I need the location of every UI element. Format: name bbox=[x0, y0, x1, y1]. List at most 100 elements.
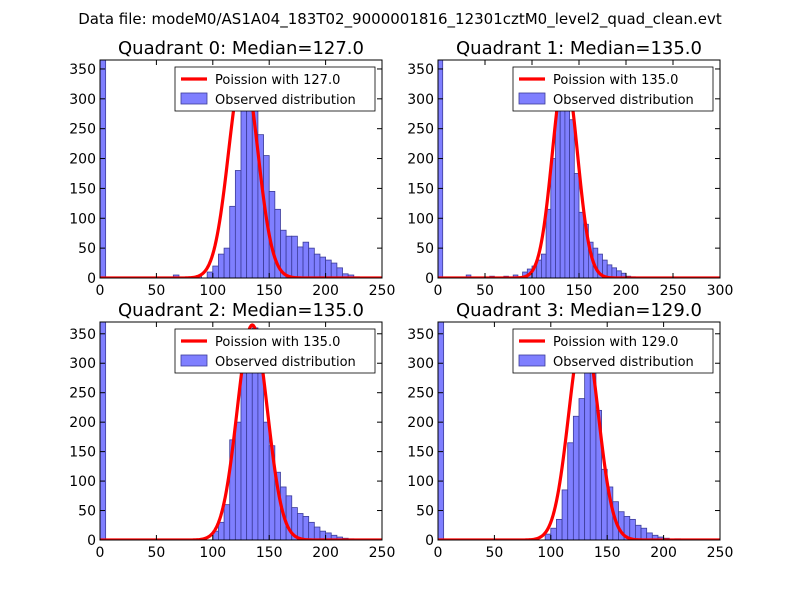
y-tick-label: 200 bbox=[69, 152, 96, 168]
y-tick-label: 0 bbox=[425, 533, 434, 549]
y-tick-label: 50 bbox=[78, 504, 96, 520]
legend: Poission with 127.0 Observed distribution bbox=[174, 66, 376, 112]
histogram-bar bbox=[569, 119, 575, 278]
histogram-bar bbox=[313, 526, 321, 540]
y-tick-label: 100 bbox=[407, 474, 434, 490]
x-tick-label: 200 bbox=[312, 283, 339, 299]
legend-box bbox=[174, 328, 376, 374]
x-tick-label: 50 bbox=[147, 283, 165, 299]
histogram-bar bbox=[578, 211, 585, 278]
histogram-bar bbox=[223, 247, 231, 278]
histogram-bar bbox=[212, 265, 219, 278]
plot-area bbox=[100, 322, 382, 540]
x-tick-label: 200 bbox=[312, 545, 339, 561]
histogram-bar bbox=[296, 246, 304, 278]
plot-area bbox=[438, 60, 720, 278]
histogram-bar bbox=[229, 205, 236, 278]
histogram-bar bbox=[567, 442, 574, 540]
y-tick-label: 150 bbox=[69, 445, 96, 461]
histogram-bar bbox=[291, 235, 298, 278]
y-tick-label: 150 bbox=[69, 181, 96, 197]
y-tick-label: 0 bbox=[87, 271, 96, 287]
legend: Poission with 135.0 Observed distribution bbox=[512, 66, 714, 112]
x-tick-label: 150 bbox=[256, 545, 283, 561]
x-tick-label: 50 bbox=[147, 545, 165, 561]
axes-frame bbox=[99, 321, 383, 541]
y-tick-label: 50 bbox=[416, 241, 434, 257]
y-tick-label: 100 bbox=[407, 211, 434, 227]
x-tick-label: 200 bbox=[613, 283, 640, 299]
legend-box bbox=[174, 66, 376, 112]
x-tick-label: 100 bbox=[537, 545, 564, 561]
legend-label-poisson: Poission with 135.0 bbox=[215, 335, 340, 350]
x-tick-label: 0 bbox=[434, 283, 443, 299]
x-tick-label: 0 bbox=[96, 283, 105, 299]
y-tick-label: 350 bbox=[407, 327, 434, 343]
chart-title: Quadrant 3: Median=129.0 bbox=[456, 300, 702, 321]
histogram-bar bbox=[308, 247, 315, 278]
legend: Poission with 135.0 Observed distribution bbox=[174, 328, 376, 374]
histogram-bar bbox=[438, 60, 444, 278]
x-tick-label: 150 bbox=[594, 545, 621, 561]
x-tick-label: 100 bbox=[199, 283, 226, 299]
histogram-bar bbox=[330, 262, 338, 278]
x-tick-label: 250 bbox=[660, 283, 687, 299]
histogram-bar bbox=[206, 271, 214, 278]
histogram-bar bbox=[319, 256, 326, 278]
y-tick-label: 300 bbox=[407, 356, 434, 372]
histogram-bar bbox=[218, 521, 225, 540]
chart-panel-2: 0 50 100 150 200 250 0 50 100 150 200 250 300 350 Quad… bbox=[69, 300, 395, 561]
legend-label-poisson: Poission with 135.0 bbox=[553, 73, 678, 88]
y-tick-label: 350 bbox=[69, 327, 96, 343]
histogram-bar bbox=[325, 259, 332, 278]
legend-label-poisson: Poission with 129.0 bbox=[553, 335, 678, 350]
x-tick-label: 0 bbox=[96, 545, 105, 561]
legend-label-histogram: Observed distribution bbox=[215, 93, 356, 108]
histogram-bar bbox=[223, 504, 231, 540]
histogram-bar bbox=[541, 253, 547, 278]
histogram-bar bbox=[545, 208, 552, 278]
x-tick-label: 250 bbox=[369, 283, 396, 299]
y-tick-label: 100 bbox=[69, 211, 96, 227]
y-tick-label: 0 bbox=[425, 271, 434, 287]
histogram-bar bbox=[257, 362, 264, 540]
histogram-bar bbox=[263, 421, 270, 540]
legend-swatch-histogram bbox=[180, 92, 208, 105]
histogram-bar bbox=[302, 241, 310, 278]
histogram-bar bbox=[635, 524, 642, 540]
histogram-bar bbox=[296, 513, 304, 540]
histogram-bar bbox=[218, 253, 225, 278]
y-tick-label: 350 bbox=[69, 62, 96, 78]
x-tick-label: 150 bbox=[256, 283, 283, 299]
legend-swatch-histogram bbox=[518, 92, 546, 105]
x-tick-label: 300 bbox=[707, 283, 734, 299]
y-tick-label: 50 bbox=[416, 504, 434, 520]
x-tick-label: 0 bbox=[434, 545, 443, 561]
histogram-bar bbox=[302, 516, 310, 540]
histogram-bar bbox=[572, 415, 580, 540]
y-tick-label: 100 bbox=[69, 474, 96, 490]
axes-frame bbox=[437, 321, 721, 541]
y-tick-label: 250 bbox=[69, 386, 96, 402]
histogram-bar bbox=[313, 253, 321, 278]
chart-panel-3: 0 50 100 150 200 250 0 50 100 150 200 250 300 350 Quad… bbox=[407, 300, 733, 561]
histogram-bar bbox=[285, 235, 293, 278]
legend-box bbox=[512, 66, 714, 112]
poisson-curve bbox=[100, 323, 382, 540]
histogram-bar bbox=[438, 322, 445, 540]
legend-label-histogram: Observed distribution bbox=[553, 355, 694, 370]
histogram-bar bbox=[629, 518, 636, 540]
x-tick-label: 250 bbox=[707, 545, 734, 561]
histogram-bar bbox=[640, 527, 648, 540]
y-tick-label: 250 bbox=[407, 122, 434, 138]
y-tick-label: 300 bbox=[69, 92, 96, 108]
legend-swatch-histogram bbox=[180, 354, 208, 367]
histogram-bar bbox=[578, 398, 586, 540]
legend: Poission with 129.0 Observed distribution bbox=[512, 328, 714, 374]
y-tick-label: 0 bbox=[87, 533, 96, 549]
x-tick-label: 100 bbox=[519, 283, 546, 299]
histogram-bar bbox=[561, 489, 569, 540]
y-tick-label: 250 bbox=[69, 122, 96, 138]
histogram-bar bbox=[100, 60, 107, 278]
